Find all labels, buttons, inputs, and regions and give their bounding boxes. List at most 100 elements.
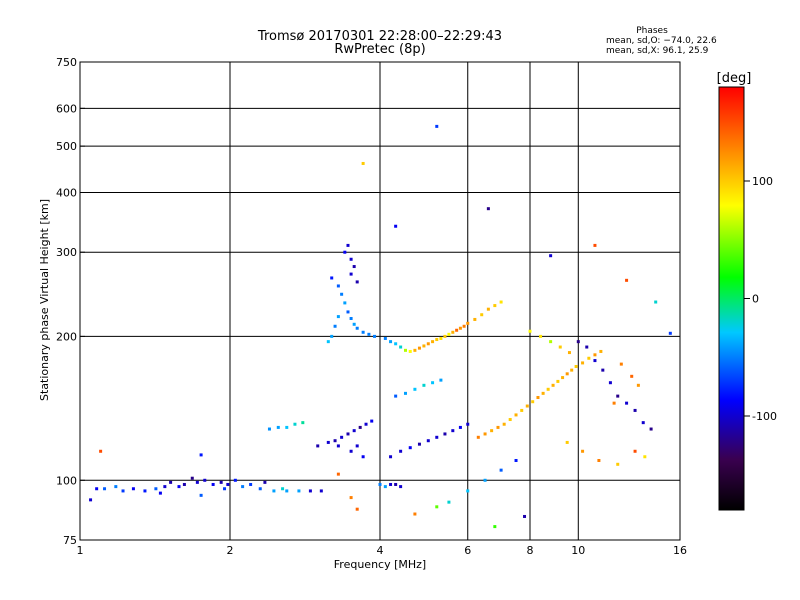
data-point xyxy=(443,432,447,436)
data-point xyxy=(163,485,167,489)
data-point xyxy=(158,491,162,495)
data-point xyxy=(574,364,578,368)
data-point xyxy=(593,243,597,247)
data-point xyxy=(476,435,480,439)
data-point xyxy=(190,476,194,480)
x-tick-label: 8 xyxy=(527,544,534,557)
data-point xyxy=(462,324,466,328)
stats-heading: Phases xyxy=(636,26,668,36)
data-point xyxy=(458,326,462,330)
data-point xyxy=(258,487,262,491)
data-point xyxy=(346,243,350,247)
data-point xyxy=(336,284,340,288)
data-point xyxy=(447,332,451,336)
x-tick-label: 10 xyxy=(571,544,585,557)
colorbar-tick-label: 0 xyxy=(752,293,759,306)
data-point xyxy=(565,440,569,444)
data-point xyxy=(352,429,356,433)
data-point xyxy=(316,444,320,448)
data-point xyxy=(349,257,353,261)
data-point xyxy=(403,391,407,395)
data-point xyxy=(520,408,524,412)
data-point xyxy=(383,485,387,489)
data-point xyxy=(514,413,518,417)
data-point xyxy=(576,340,580,344)
data-point xyxy=(355,280,359,284)
y-tick-label: 600 xyxy=(56,102,77,115)
data-point xyxy=(523,514,527,518)
data-point xyxy=(131,487,135,491)
data-point xyxy=(358,425,362,429)
data-point xyxy=(355,326,359,330)
data-point xyxy=(466,321,470,325)
data-point xyxy=(114,485,118,489)
data-point xyxy=(403,348,407,352)
data-point xyxy=(486,307,490,311)
stats-line-o: mean, sd,O: −74.0, 22.6 xyxy=(606,36,717,46)
data-point xyxy=(326,440,330,444)
colorbar-label: [deg] xyxy=(717,71,752,86)
data-point xyxy=(473,317,477,321)
data-point xyxy=(483,432,487,436)
data-point xyxy=(493,525,497,529)
data-point xyxy=(143,489,147,493)
data-point xyxy=(281,487,285,491)
data-point xyxy=(531,400,535,404)
data-point xyxy=(549,340,553,344)
x-tick-label: 2 xyxy=(227,544,234,557)
data-point xyxy=(435,505,439,509)
data-point xyxy=(399,449,403,453)
data-point xyxy=(352,322,356,326)
data-point xyxy=(561,376,565,380)
data-point xyxy=(285,425,289,429)
data-point xyxy=(539,334,543,338)
data-point xyxy=(490,429,494,433)
data-point xyxy=(343,301,347,305)
data-point xyxy=(361,455,365,459)
grid-lines xyxy=(80,62,680,540)
data-point xyxy=(649,427,653,431)
data-point xyxy=(346,432,350,436)
data-point xyxy=(226,482,230,486)
data-point xyxy=(413,512,417,516)
data-point xyxy=(417,346,421,350)
x-axis-ticks: 1 2 4 6 8 10 16 xyxy=(77,544,688,557)
data-point xyxy=(556,379,560,383)
data-point xyxy=(413,348,417,352)
y-tick-label: 75 xyxy=(63,534,77,547)
data-point xyxy=(541,391,545,395)
data-point xyxy=(177,485,181,489)
data-point xyxy=(389,482,393,486)
data-point xyxy=(525,404,529,408)
data-point xyxy=(330,334,334,338)
colorbar xyxy=(718,86,745,511)
data-point xyxy=(378,482,382,486)
data-point xyxy=(641,421,645,425)
data-point xyxy=(480,313,484,317)
x-tick-label: 16 xyxy=(673,544,687,557)
chart-subtitle: RwPretec (8p) xyxy=(334,42,425,57)
data-point xyxy=(349,496,353,500)
data-point xyxy=(349,316,353,320)
data-point xyxy=(308,489,312,493)
data-point xyxy=(546,387,550,391)
chart-title: Tromsø 20170301 22:28:00–22:29:43 xyxy=(257,29,502,44)
data-point xyxy=(643,455,647,459)
data-point xyxy=(340,292,344,296)
data-point xyxy=(483,478,487,482)
data-point xyxy=(364,422,368,426)
data-point xyxy=(389,455,393,459)
data-point xyxy=(616,462,620,466)
data-point xyxy=(399,485,403,489)
data-point xyxy=(508,418,512,422)
data-point xyxy=(394,482,398,486)
data-point xyxy=(654,300,658,304)
data-point xyxy=(502,422,506,426)
colorbar-tick-label: 100 xyxy=(752,175,773,188)
data-point xyxy=(486,207,490,211)
data-point xyxy=(625,278,629,282)
data-point xyxy=(319,489,323,493)
data-point xyxy=(333,324,337,328)
data-point xyxy=(633,449,637,453)
data-point xyxy=(154,487,158,491)
